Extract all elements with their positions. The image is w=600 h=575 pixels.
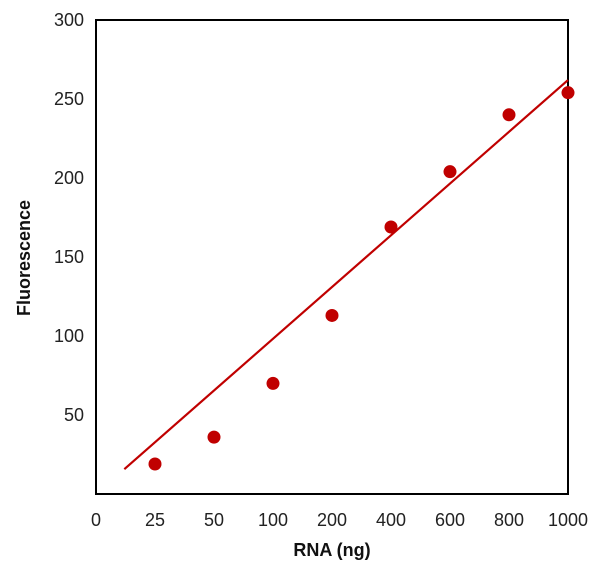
trendline-layer — [123, 79, 569, 470]
x-tick-label: 100 — [258, 510, 288, 530]
x-tick-labels: 0 25 50 100 200 400 600 800 1000 — [91, 510, 588, 530]
x-tick-label: 50 — [204, 510, 224, 530]
x-tick-label: 800 — [494, 510, 524, 530]
x-tick-label: 600 — [435, 510, 465, 530]
data-point — [384, 220, 398, 234]
data-point — [148, 457, 162, 471]
y-tick-label: 200 — [54, 168, 84, 188]
x-tick-label: 400 — [376, 510, 406, 530]
plot-area-frame — [95, 19, 569, 495]
x-axis-title: RNA (ng) — [293, 540, 370, 560]
x-tick-label: 25 — [145, 510, 165, 530]
data-point — [325, 308, 339, 322]
data-points-layer — [148, 86, 575, 471]
y-tick-label: 50 — [64, 405, 84, 425]
trendline — [123, 79, 569, 470]
data-point — [266, 376, 280, 390]
y-axis-title: Fluorescence — [14, 200, 34, 316]
y-tick-labels: 50 100 150 200 250 300 — [54, 10, 84, 425]
data-point — [502, 108, 516, 122]
x-tick-label: 0 — [91, 510, 101, 530]
x-tick-label: 200 — [317, 510, 347, 530]
data-point — [561, 86, 575, 100]
y-tick-label: 100 — [54, 326, 84, 346]
y-tick-label: 150 — [54, 247, 84, 267]
data-point — [207, 430, 221, 444]
y-tick-label: 250 — [54, 89, 84, 109]
y-tick-label: 300 — [54, 10, 84, 30]
x-tick-label: 1000 — [548, 510, 588, 530]
data-point — [443, 165, 457, 179]
